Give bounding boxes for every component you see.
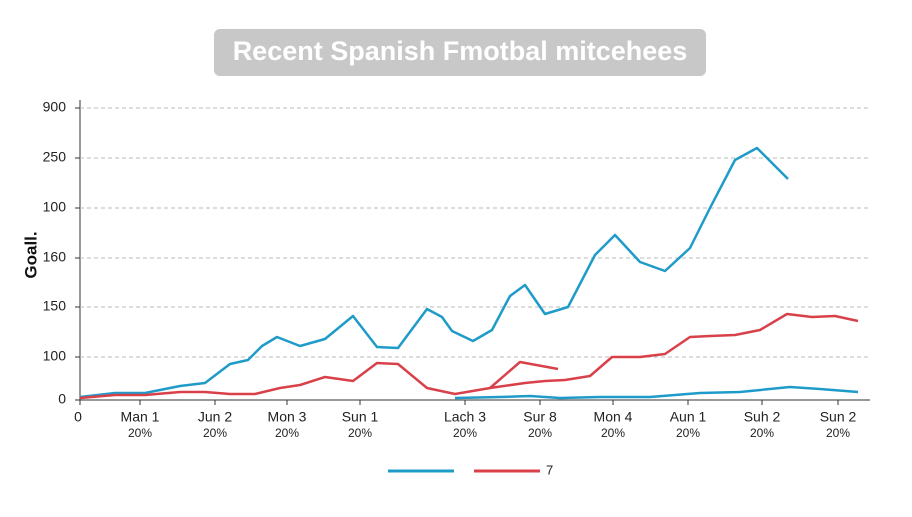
x-tick-sublabel: 20% (826, 426, 850, 440)
x-tick-label: Mon 3 (268, 409, 307, 425)
x-tick-sublabel: 20% (601, 426, 625, 440)
legend-label: 7 (546, 462, 553, 477)
y-tick-label: 100 (43, 348, 67, 364)
x-tick-sublabel: 20% (528, 426, 552, 440)
x-tick-label: 0 (74, 409, 82, 425)
x-tick-sublabel: 20% (453, 426, 477, 440)
title-box (214, 29, 706, 76)
x-tick-sublabel: 20% (676, 426, 700, 440)
y-tick-label: 0 (58, 391, 66, 407)
x-tick-label: Lach 3 (444, 409, 486, 425)
x-tick-label: Sun 1 (342, 409, 379, 425)
y-axis-label: Goall. (21, 231, 40, 278)
y-tick-label: 160 (43, 249, 67, 265)
x-tick-label: Aun 1 (670, 409, 707, 425)
chart-title: Recent Spanish Fmotbal mitcehees (233, 36, 688, 66)
y-tick-label: 250 (43, 149, 67, 165)
series-line (79, 146, 859, 400)
x-tick-sublabel: 20% (128, 426, 152, 440)
y-tick-label: 100 (43, 199, 67, 215)
x-tick-sublabel: 20% (750, 426, 774, 440)
x-tick-label: Mon 4 (594, 409, 633, 425)
x-tick-label: Sur 8 (523, 409, 557, 425)
x-tick-label: Suh 2 (744, 409, 781, 425)
x-tick-label: Man 1 (121, 409, 160, 425)
x-tick-sublabel: 20% (348, 426, 372, 440)
x-tick-sublabel: 20% (203, 426, 227, 440)
y-tick-label: 900 (43, 99, 67, 115)
series-line (79, 312, 859, 400)
x-tick-label: Sun 2 (820, 409, 857, 425)
x-tick-sublabel: 20% (275, 426, 299, 440)
y-tick-label: 150 (43, 298, 67, 314)
x-tick-label: Jun 2 (198, 409, 232, 425)
